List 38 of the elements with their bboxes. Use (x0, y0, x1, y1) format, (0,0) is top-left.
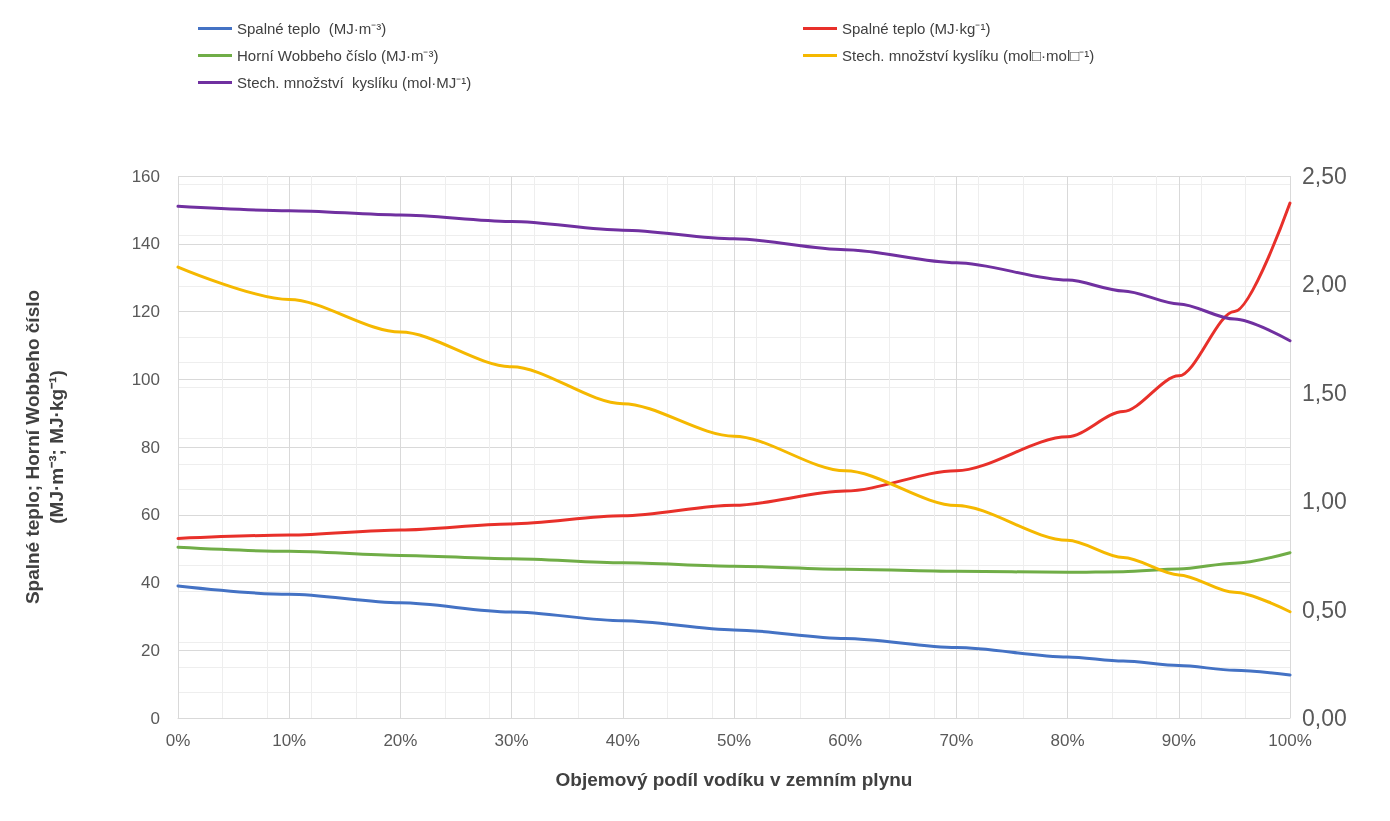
y2-tick-label: 1,50 (1302, 379, 1347, 406)
x-tick-label: 40% (605, 731, 640, 750)
x-axis-title: Objemový podíl vodíku v zemním plynu (555, 769, 913, 790)
line-series (176, 204, 1292, 343)
legend-label: Stech. množství kyslíku (mol·MJ⁻¹) (237, 74, 472, 91)
y-tick-label: 140 (131, 234, 160, 254)
y-axis-title: Spalné teplo; Horní Wobbeho číslo (MJ·m⁻³; MJ·kg⁻¹) (21, 289, 67, 605)
x-tick-label: 20% (383, 731, 418, 750)
legend-label: Horní Wobbeho číslo (MJ·m⁻³) (237, 47, 439, 64)
y2-tick-label: 1,00 (1302, 488, 1347, 515)
x-tick-label: 50% (716, 731, 752, 750)
y-tick-label: 60 (141, 505, 160, 525)
legend-label: Stech. množství kyslíku (mol□·mol□⁻¹) (842, 47, 1095, 64)
y2-tick-label: 0,50 (1302, 596, 1347, 623)
y-tick-label: 100 (131, 369, 160, 389)
y-tick-label: 160 (131, 166, 160, 186)
y-tick-label: 20 (141, 640, 160, 660)
x-tick-label: 80% (1050, 731, 1085, 750)
y-tick-label: 80 (141, 437, 160, 457)
line-series (176, 584, 1292, 677)
y2-tick-label: 0,00 (1302, 705, 1347, 731)
line-series (176, 545, 1292, 574)
y-tick-label: 0 (150, 708, 160, 728)
legend-label: Spalné teplo (MJ·kg⁻¹) (842, 20, 991, 37)
y-tick-label: 40 (141, 573, 160, 592)
line-series (176, 201, 1292, 540)
legend-label: Spalné teplo (MJ·m⁻³) (237, 20, 387, 37)
x-tick-label: 70% (939, 731, 974, 750)
line-series (176, 265, 1292, 614)
x-tick-label: 0% (165, 731, 191, 750)
y2-tick-label: 2,00 (1302, 271, 1347, 298)
x-tick-label: 30% (494, 731, 529, 750)
y-tick-label: 120 (131, 302, 160, 321)
y2-tick-label: 2,50 (1302, 163, 1347, 189)
x-tick-label: 90% (1161, 731, 1196, 750)
x-tick-label: 60% (828, 731, 863, 750)
x-tick-label: 10% (272, 731, 307, 750)
x-tick-label: 100% (1268, 731, 1312, 750)
